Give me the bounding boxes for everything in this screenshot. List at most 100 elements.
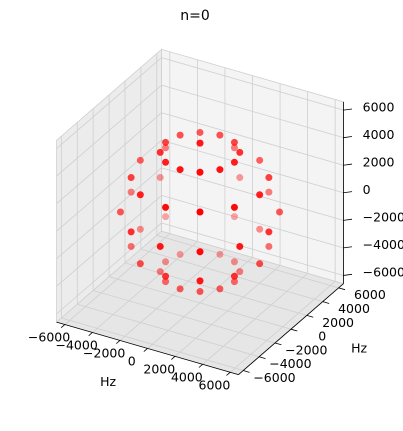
point	[256, 191, 264, 199]
point	[156, 148, 164, 156]
grid-line	[56, 57, 162, 149]
y-tick-label: −2000	[285, 342, 327, 357]
y-tick-label: −6000	[253, 370, 295, 385]
z-tick-label: −6000	[363, 265, 403, 280]
y-axis-label: Hz	[351, 340, 367, 355]
point	[156, 268, 164, 276]
point	[176, 250, 184, 258]
point	[196, 128, 204, 136]
grid-line	[56, 167, 162, 260]
point	[176, 131, 184, 139]
point	[162, 258, 170, 266]
point	[196, 208, 204, 216]
point	[116, 208, 124, 216]
point	[196, 139, 204, 147]
point	[136, 260, 144, 268]
point	[265, 174, 273, 182]
grid-line	[161, 167, 344, 221]
point	[236, 148, 244, 156]
grid-line	[161, 57, 344, 111]
grid-line	[161, 195, 344, 249]
grid-line	[56, 222, 162, 315]
point	[230, 213, 238, 221]
tick-mark	[226, 371, 231, 376]
point	[162, 272, 170, 280]
z-tick-label: 6000	[363, 99, 395, 114]
point	[156, 242, 164, 250]
point	[265, 188, 273, 196]
y-tick-label: 2000	[322, 315, 354, 330]
point	[162, 213, 170, 221]
z-tick-label: −2000	[363, 210, 403, 225]
point	[196, 288, 204, 296]
y-axis	[238, 283, 344, 375]
grid-line	[161, 84, 344, 139]
point	[136, 156, 144, 164]
point	[276, 208, 284, 216]
tick-mark	[243, 370, 250, 373]
point	[162, 138, 170, 146]
grid-line	[124, 262, 307, 316]
point	[216, 166, 224, 174]
point	[236, 268, 244, 276]
z-tick-label: 2000	[363, 154, 395, 169]
x-tick-label: 6000	[199, 377, 231, 392]
x-tick-label: −2000	[83, 346, 125, 361]
point	[230, 138, 238, 146]
tick-mark	[343, 191, 353, 194]
point	[230, 258, 238, 266]
grid-line	[56, 139, 162, 232]
point	[156, 174, 164, 182]
point	[136, 225, 144, 233]
point	[176, 166, 184, 174]
point	[162, 203, 170, 211]
grid-line	[61, 317, 244, 371]
grid-line	[161, 222, 344, 276]
tick-mark	[343, 136, 353, 139]
x-tick-label: 4000	[171, 369, 203, 384]
tick-mark	[259, 356, 266, 359]
grid-line	[161, 112, 344, 166]
point	[230, 158, 238, 166]
point	[216, 131, 224, 139]
point	[127, 188, 135, 196]
point	[256, 225, 264, 233]
y-tick-label: −4000	[269, 356, 311, 371]
z-tick-label: 0	[363, 182, 371, 197]
point	[256, 260, 264, 268]
y-tick-label: 0	[318, 329, 326, 344]
point	[162, 278, 170, 286]
y-tick-label: 6000	[354, 287, 386, 302]
point	[127, 242, 135, 250]
point	[230, 203, 238, 211]
tick-mark	[274, 342, 282, 346]
tick-mark	[116, 340, 121, 344]
point	[216, 285, 224, 293]
grid-line	[93, 290, 276, 344]
point	[196, 248, 204, 256]
point	[196, 168, 204, 176]
point	[265, 242, 273, 250]
grid-line	[56, 195, 162, 287]
point	[176, 285, 184, 293]
tick-mark	[198, 364, 203, 368]
point	[230, 272, 238, 280]
point	[230, 278, 238, 286]
z-tick-label: 4000	[363, 127, 395, 142]
tick-mark	[290, 328, 298, 332]
tick-mark	[171, 356, 176, 360]
x-tick-label: 0	[128, 354, 136, 369]
tick-mark	[88, 332, 93, 336]
tick-mark	[338, 287, 346, 291]
point	[162, 158, 170, 166]
x-axis	[56, 321, 239, 376]
point	[236, 174, 244, 182]
point	[162, 144, 170, 152]
tick-mark	[343, 273, 353, 276]
tick-mark	[343, 218, 353, 221]
tick-mark	[343, 108, 353, 111]
x-tick-label: −6000	[28, 330, 70, 345]
point	[256, 156, 264, 164]
